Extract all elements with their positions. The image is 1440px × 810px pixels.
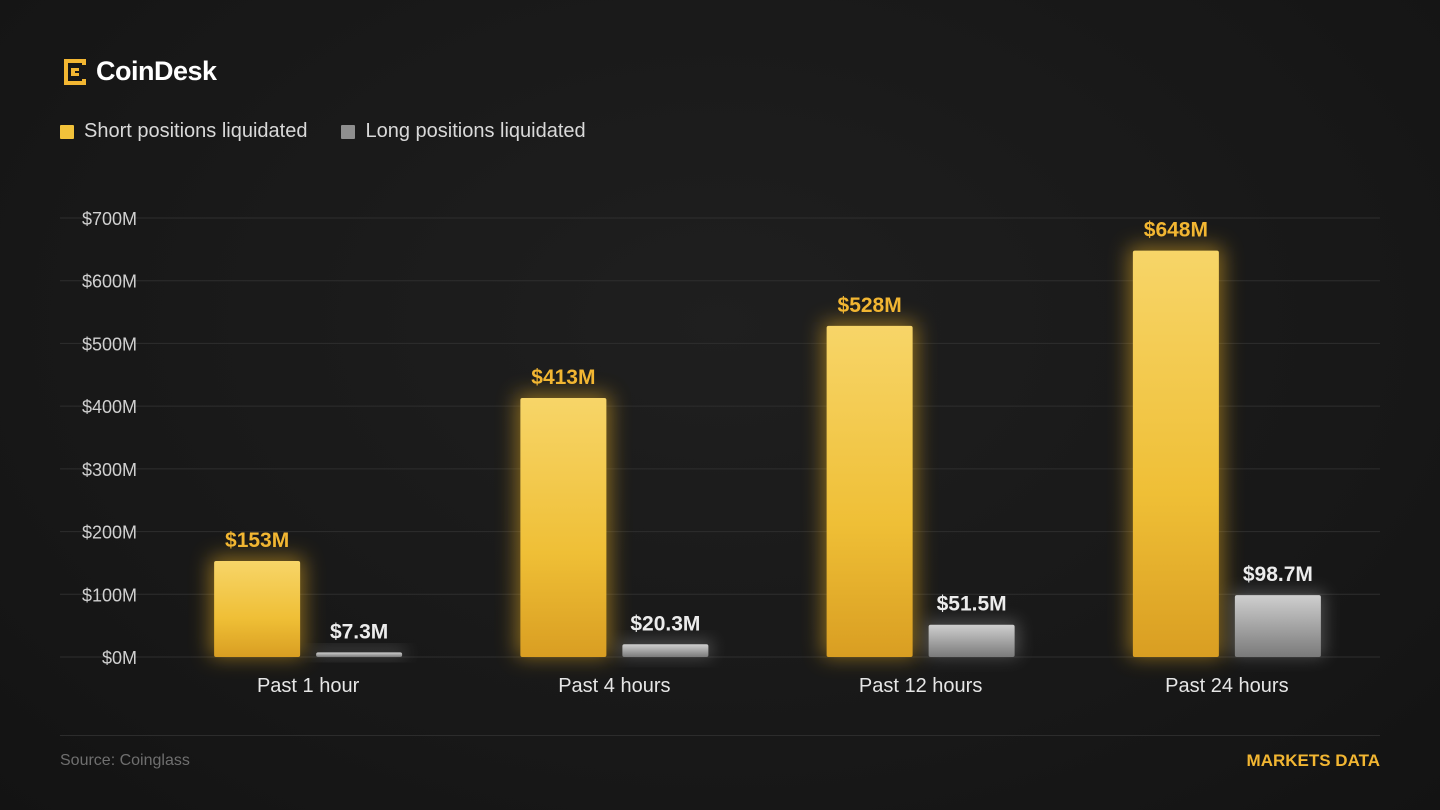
legend-item-long: Long positions liquidated xyxy=(341,120,586,143)
x-tick-label: Past 12 hours xyxy=(859,675,982,697)
bars xyxy=(214,250,1321,657)
bar-short xyxy=(826,325,913,657)
y-tick-label: $600M xyxy=(82,272,137,292)
bar-short xyxy=(520,397,607,657)
y-tick-label: $100M xyxy=(82,585,137,605)
bar-long xyxy=(622,644,709,657)
bar-value-label-short: $528M xyxy=(838,294,902,317)
bar-value-label-short: $648M xyxy=(1144,219,1208,242)
bar-long xyxy=(1234,595,1321,657)
section-tag: MARKETS DATA xyxy=(1246,751,1380,770)
bar-value-label-short: $413M xyxy=(531,366,595,389)
bar-long xyxy=(928,624,1015,657)
coindesk-logo: CoinDesk xyxy=(60,56,217,87)
bar-value-label-long: $98.7M xyxy=(1243,563,1313,586)
bar-value-label-long: $20.3M xyxy=(630,612,700,635)
bar-value-label-long: $7.3M xyxy=(330,620,388,643)
x-tick-label: Past 1 hour xyxy=(257,675,360,697)
source-note: Source: Coinglass xyxy=(60,752,190,769)
y-tick-label: $300M xyxy=(82,460,137,480)
y-tick-label: $0M xyxy=(102,648,137,668)
y-tick-label: $400M xyxy=(82,397,137,417)
x-axis-ticks: Past 1 hour Past 4 hours Past 12 hours Past… xyxy=(257,675,1289,697)
x-tick-label: Past 4 hours xyxy=(558,675,670,697)
y-tick-label: $500M xyxy=(82,334,137,354)
y-tick-label: $700M xyxy=(82,209,137,229)
bar-short xyxy=(214,561,301,657)
legend-item-short: Short positions liquidated xyxy=(60,120,307,143)
y-tick-label: $200M xyxy=(82,523,137,543)
brand-name: CoinDesk xyxy=(96,56,217,86)
legend-label-short: Short positions liquidated xyxy=(84,120,308,142)
coindesk-logo-icon xyxy=(60,57,90,87)
y-axis-ticks: $0M $100M $200M $300M $400M $500M $600M $700M xyxy=(82,209,137,668)
bar-long xyxy=(316,652,403,657)
legend-swatch-long xyxy=(341,124,356,139)
footer-divider xyxy=(60,735,1380,736)
bar-value-label-short: $153M xyxy=(225,529,289,552)
legend-swatch-short xyxy=(60,124,74,139)
bar-value-labels: $153M $7.3M $413M $20.3M $528M $51.5M $648M $98… xyxy=(225,219,1313,644)
x-tick-label: Past 24 hours xyxy=(1165,675,1288,697)
bar-short xyxy=(1132,250,1219,657)
chart-legend: Short positions liquidated Long position… xyxy=(60,120,586,143)
bar-value-label-long: $51.5M xyxy=(937,593,1007,616)
legend-label-long: Long positions liquidated xyxy=(365,120,586,142)
